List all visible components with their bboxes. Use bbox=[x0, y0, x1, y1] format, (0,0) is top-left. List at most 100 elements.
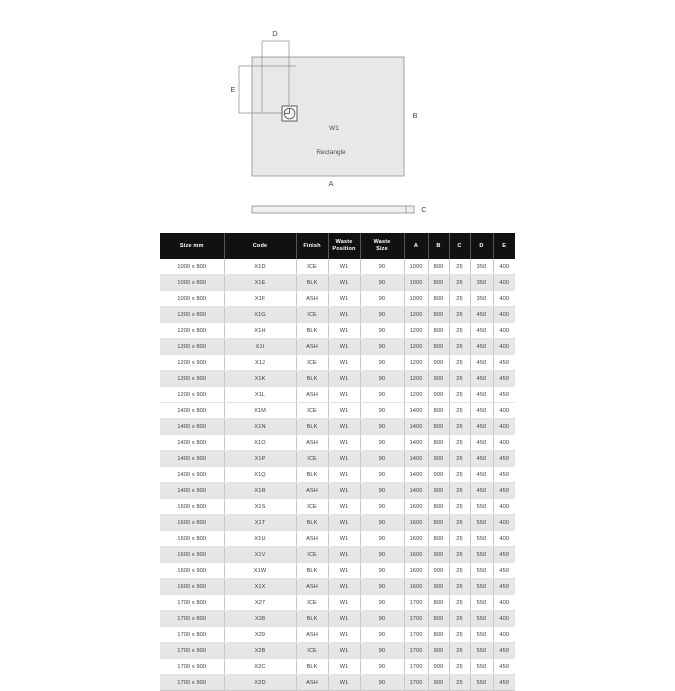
dimension-label-d: D bbox=[272, 29, 278, 38]
cell-waste-position: W1 bbox=[328, 594, 361, 611]
table-row[interactable]: 1600 x 900 X1V ICE W1 90 1600 900 26 550 450 bbox=[160, 546, 515, 563]
table-row[interactable]: 1400 x 800 X1M ICE W1 90 1400 800 26 450 400 bbox=[160, 402, 515, 419]
cell-dim-e: 400 bbox=[493, 290, 515, 307]
cell-dim-a: 1700 bbox=[404, 674, 429, 691]
table-row[interactable]: 1600 x 800 X1T BLK W1 90 1600 800 26 550 400 bbox=[160, 514, 515, 531]
table-row[interactable]: 1200 x 800 X1G ICE W1 90 1200 800 26 450 400 bbox=[160, 306, 515, 323]
table-row[interactable]: 1700 x 800 X27 ICE W1 90 1700 800 26 550 400 bbox=[160, 594, 515, 611]
cell-size: 1400 x 900 bbox=[160, 466, 225, 483]
column-header-finish-text: Finish bbox=[303, 242, 321, 249]
cell-dim-c: 26 bbox=[449, 466, 471, 483]
table-row[interactable]: 1000 x 800 X1D ICE W1 90 1000 800 26 350 400 bbox=[160, 259, 515, 275]
table-row[interactable]: 1700 x 800 X28 BLK W1 90 1700 800 26 550 400 bbox=[160, 610, 515, 627]
cell-dim-c: 26 bbox=[449, 322, 471, 339]
cell-code: X1U bbox=[224, 530, 297, 547]
cell-code: X1H bbox=[224, 322, 297, 339]
cell-code: X1X bbox=[224, 578, 297, 595]
cell-waste-size: 90 bbox=[360, 306, 405, 323]
cell-dim-e: 400 bbox=[493, 610, 515, 627]
cell-dim-c: 26 bbox=[449, 610, 471, 627]
cell-dim-b: 900 bbox=[428, 354, 450, 371]
cell-dim-c: 26 bbox=[449, 402, 471, 419]
cell-waste-position: W1 bbox=[328, 259, 361, 275]
table-row[interactable]: 1600 x 900 X1W BLK W1 90 1600 900 26 550 450 bbox=[160, 562, 515, 579]
table-row[interactable]: 1600 x 800 X1U ASH W1 90 1600 800 26 550 400 bbox=[160, 530, 515, 547]
table-row[interactable]: 1200 x 900 X1L ASH W1 90 1200 900 26 450 450 bbox=[160, 386, 515, 403]
cell-finish: ASH bbox=[296, 674, 329, 691]
table-row[interactable]: 1400 x 900 X1Q BLK W1 90 1400 900 26 450 450 bbox=[160, 466, 515, 483]
cell-finish: BLK bbox=[296, 418, 329, 435]
table-row[interactable]: 1400 x 900 X1P ICE W1 90 1400 900 26 450 450 bbox=[160, 450, 515, 467]
cell-dim-c: 26 bbox=[449, 450, 471, 467]
cell-finish: BLK bbox=[296, 322, 329, 339]
cell-finish: ICE bbox=[296, 642, 329, 659]
cell-dim-c: 26 bbox=[449, 259, 471, 275]
cell-dim-d: 550 bbox=[470, 546, 494, 563]
cell-waste-position: W1 bbox=[328, 306, 361, 323]
cell-dim-c: 26 bbox=[449, 306, 471, 323]
cell-dim-d: 550 bbox=[470, 642, 494, 659]
cell-dim-e: 450 bbox=[493, 482, 515, 499]
table-row[interactable]: 1400 x 800 X1N BLK W1 90 1400 800 26 450 400 bbox=[160, 418, 515, 435]
cell-waste-position: W1 bbox=[328, 642, 361, 659]
cell-waste-position: W1 bbox=[328, 466, 361, 483]
cell-waste-size: 90 bbox=[360, 594, 405, 611]
cell-dim-a: 1600 bbox=[404, 578, 429, 595]
cell-dim-b: 800 bbox=[428, 402, 450, 419]
table-row[interactable]: 1700 x 900 X2D ASH W1 90 1700 900 25 550 450 bbox=[160, 674, 515, 691]
table-row[interactable]: 1200 x 800 X1I ASH W1 90 1200 800 26 450 400 bbox=[160, 338, 515, 355]
cell-waste-size: 90 bbox=[360, 259, 405, 275]
table-row[interactable]: 1000 x 800 X1F ASH W1 90 1000 800 26 350 400 bbox=[160, 290, 515, 307]
table-row[interactable]: 1600 x 900 X1X ASH W1 90 1600 900 26 550 450 bbox=[160, 578, 515, 595]
table-row[interactable]: 1700 x 800 X29 ASH W1 90 1700 800 26 550 400 bbox=[160, 626, 515, 643]
cell-code: X29 bbox=[224, 626, 297, 643]
cell-waste-size: 90 bbox=[360, 658, 405, 675]
table-row[interactable]: 1200 x 900 X1K BLK W1 90 1200 900 26 450 450 bbox=[160, 370, 515, 387]
cell-finish: ICE bbox=[296, 402, 329, 419]
cell-size: 1200 x 900 bbox=[160, 386, 225, 403]
product-diagram: D E W1 Rectangle A B C bbox=[0, 0, 675, 230]
cell-dim-a: 1400 bbox=[404, 418, 429, 435]
cell-finish: BLK bbox=[296, 562, 329, 579]
cell-dim-c: 26 bbox=[449, 642, 471, 659]
cell-dim-b: 900 bbox=[428, 642, 450, 659]
cell-dim-b: 900 bbox=[428, 546, 450, 563]
table-row[interactable]: 1400 x 900 X1R ASH W1 90 1400 900 26 450 450 bbox=[160, 482, 515, 499]
cell-waste-size: 90 bbox=[360, 674, 405, 691]
cell-code: X28 bbox=[224, 610, 297, 627]
table-body: 1000 x 800 X1D ICE W1 90 1000 800 26 350 400 1000 … bbox=[160, 259, 515, 691]
cell-dim-d: 450 bbox=[470, 338, 494, 355]
cell-waste-size: 90 bbox=[360, 466, 405, 483]
table-row[interactable]: 1600 x 800 X1S ICE W1 90 1600 800 26 550 400 bbox=[160, 498, 515, 515]
column-header-waste-position-line1: Waste bbox=[335, 239, 353, 246]
cell-dim-b: 800 bbox=[428, 626, 450, 643]
cell-size: 1700 x 900 bbox=[160, 658, 225, 675]
column-header-waste-size: Waste Size bbox=[360, 233, 405, 259]
cell-dim-a: 1700 bbox=[404, 658, 429, 675]
cell-code: X2B bbox=[224, 642, 297, 659]
table-row[interactable]: 1000 x 800 X1E BLK W1 90 1000 800 26 350 400 bbox=[160, 274, 515, 291]
cell-dim-b: 900 bbox=[428, 658, 450, 675]
cell-finish: ASH bbox=[296, 626, 329, 643]
cell-dim-a: 1200 bbox=[404, 386, 429, 403]
table-row[interactable]: 1200 x 900 X1J ICE W1 90 1200 900 26 450 450 bbox=[160, 354, 515, 371]
cell-dim-b: 800 bbox=[428, 498, 450, 515]
table-row[interactable]: 1700 x 900 X2B ICE W1 90 1700 900 26 550 450 bbox=[160, 642, 515, 659]
cell-dim-d: 350 bbox=[470, 259, 494, 275]
cell-dim-d: 450 bbox=[470, 322, 494, 339]
cell-code: X27 bbox=[224, 594, 297, 611]
cell-finish: ICE bbox=[296, 259, 329, 275]
table-row[interactable]: 1700 x 900 X2C BLK W1 90 1700 900 26 550 450 bbox=[160, 658, 515, 675]
cell-finish: ASH bbox=[296, 530, 329, 547]
table-row[interactable]: 1400 x 800 X1O ASH W1 90 1400 800 26 450 400 bbox=[160, 434, 515, 451]
cell-dim-b: 800 bbox=[428, 322, 450, 339]
table-row[interactable]: 1200 x 800 X1H BLK W1 90 1200 800 26 450 400 bbox=[160, 322, 515, 339]
cell-code: X2D bbox=[224, 674, 297, 691]
cell-dim-b: 900 bbox=[428, 370, 450, 387]
cell-size: 1200 x 900 bbox=[160, 354, 225, 371]
cell-dim-b: 800 bbox=[428, 434, 450, 451]
table-header: Size mm Code Finish Waste Position Waste… bbox=[160, 233, 515, 259]
cell-size: 1700 x 800 bbox=[160, 610, 225, 627]
dimension-label-a: A bbox=[328, 179, 333, 188]
cell-code: X1D bbox=[224, 259, 297, 275]
